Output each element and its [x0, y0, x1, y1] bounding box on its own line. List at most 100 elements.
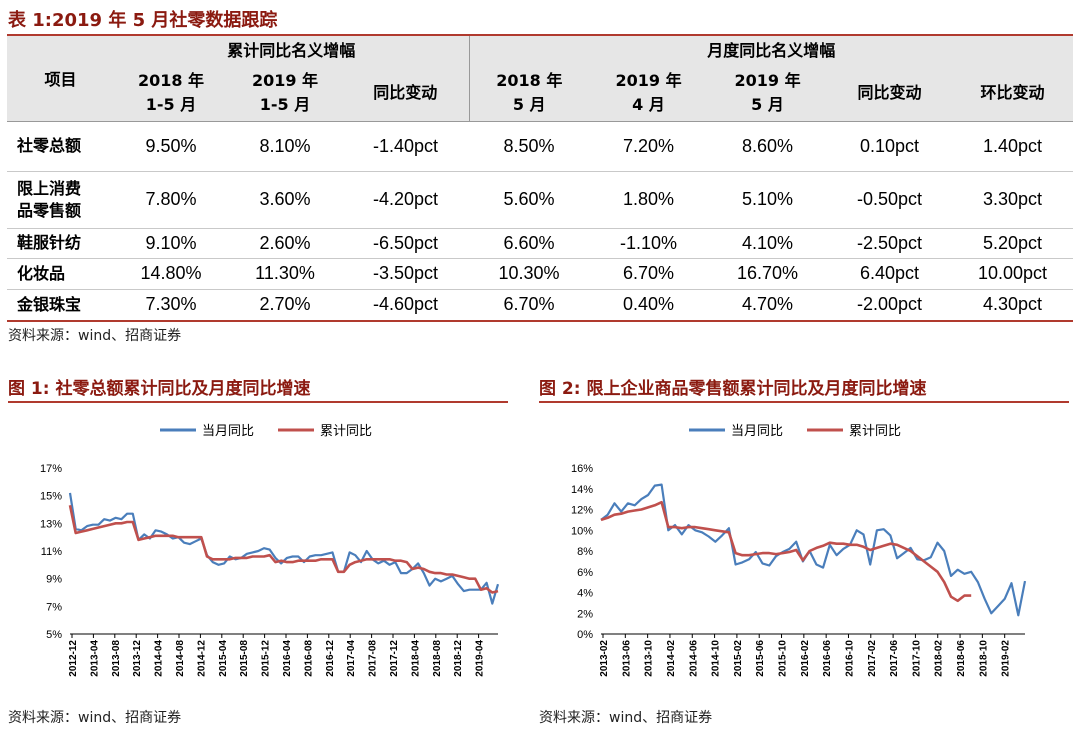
cell: 3.30pct	[952, 171, 1074, 229]
x-tick-label: 2013-12	[132, 640, 143, 677]
cell: 9.10%	[114, 228, 228, 259]
row-label: 金银珠宝	[7, 289, 114, 322]
cell: -0.50pct	[827, 171, 953, 229]
x-tick-label: 2014-06	[688, 640, 699, 677]
cell: 4.10%	[708, 228, 828, 259]
row-label: 社零总额	[7, 121, 114, 172]
table-row: 社零总额 9.50% 8.10% -1.40pct 8.50% 7.20% 8.…	[7, 121, 1074, 172]
cell: 1.80%	[589, 171, 709, 229]
table-row: 限上消费 品零售额 7.80% 3.60% -4.20pct 5.60% 1.80…	[7, 171, 1074, 229]
x-tick-label: 2018-02	[934, 640, 945, 677]
x-tick-label: 2015-08	[239, 640, 250, 677]
x-tick-label: 2016-10	[844, 640, 855, 677]
x-tick-label: 2017-10	[911, 640, 922, 677]
cell: -4.20pct	[342, 171, 470, 229]
x-tick-label: 2018-12	[453, 640, 464, 677]
group-header-monthly: 月度同比名义增幅	[468, 34, 1074, 61]
subheader: 同比变动	[827, 61, 953, 122]
x-tick-label: 2017-08	[368, 640, 379, 677]
table-source: 资料来源：wind、招商证券	[8, 328, 182, 344]
x-tick-label: 2013-10	[644, 640, 655, 677]
cell: -3.50pct	[342, 258, 470, 290]
y-tick-label: 10%	[571, 525, 593, 537]
x-tick-label: 2019-02	[1001, 640, 1012, 677]
subheader: 2018 年 1-5 月	[114, 61, 228, 122]
cell: 10.30%	[469, 258, 590, 290]
x-tick-label: 2015-06	[755, 640, 766, 677]
cell: -1.40pct	[342, 121, 470, 172]
x-tick-label: 2016-02	[800, 640, 811, 677]
cell: 16.70%	[708, 258, 828, 290]
cell: 0.40%	[589, 289, 709, 322]
cell: 10.00pct	[952, 258, 1074, 290]
x-tick-label: 2015-04	[218, 640, 229, 677]
cell: 5.10%	[708, 171, 828, 229]
group-header-cumulative: 累计同比名义增幅	[114, 34, 470, 61]
chart1-title-rule	[8, 401, 508, 403]
cell: 4.70%	[708, 289, 828, 322]
cell: 1.40pct	[952, 121, 1074, 172]
cell: 5.20pct	[952, 228, 1074, 259]
legend-label: 累计同比	[320, 423, 372, 438]
subheader: 2019 年 1-5 月	[228, 61, 342, 122]
cell: -6.50pct	[342, 228, 470, 259]
x-tick-label: 2018-10	[978, 640, 989, 677]
x-tick-label: 2015-10	[778, 640, 789, 677]
x-tick-label: 2013-02	[599, 640, 610, 677]
y-tick-label: 2%	[577, 608, 593, 620]
x-tick-label: 2013-08	[111, 640, 122, 677]
x-tick-label: 2014-08	[175, 640, 186, 677]
x-tick-label: 2012-12	[68, 640, 79, 677]
y-tick-label: 8%	[577, 546, 593, 558]
y-tick-label: 12%	[571, 505, 593, 517]
y-tick-label: 17%	[40, 463, 62, 475]
y-tick-label: 15%	[40, 491, 62, 503]
cell: 11.30%	[228, 258, 342, 290]
table-header-row: 项目 累计同比名义增幅 月度同比名义增幅	[7, 34, 1074, 122]
cell: 9.50%	[114, 121, 228, 172]
chart2-source: 资料来源：wind、招商证券	[539, 710, 713, 726]
y-tick-label: 5%	[46, 629, 62, 641]
cell: 8.60%	[708, 121, 828, 172]
x-tick-label: 2015-02	[733, 640, 744, 677]
x-tick-label: 2013-04	[89, 640, 100, 677]
x-tick-label: 2014-04	[154, 640, 165, 677]
cell: 7.30%	[114, 289, 228, 322]
x-tick-label: 2014-02	[666, 640, 677, 677]
legend-label: 当月同比	[731, 423, 783, 438]
cell: 8.50%	[469, 121, 590, 172]
cell: 2.60%	[228, 228, 342, 259]
series-monthly-line	[68, 492, 500, 605]
legend-label: 当月同比	[202, 423, 254, 438]
cell: 3.60%	[228, 171, 342, 229]
y-tick-label: 9%	[46, 574, 62, 586]
cell: 4.30pct	[952, 289, 1074, 322]
legend-label: 累计同比	[849, 423, 901, 438]
y-tick-label: 7%	[46, 601, 62, 613]
row-label: 化妆品	[7, 258, 114, 290]
series-cumulative-line	[600, 500, 972, 603]
table-title: 表 1:2019 年 5 月社零数据跟踪	[8, 10, 278, 31]
x-tick-label: 2016-06	[822, 640, 833, 677]
cell: 6.70%	[589, 258, 709, 290]
x-tick-label: 2018-08	[432, 640, 443, 677]
y-tick-label: 14%	[571, 484, 593, 496]
x-tick-label: 2018-06	[956, 640, 967, 677]
x-tick-label: 2016-04	[282, 640, 293, 677]
cell: 6.70%	[469, 289, 590, 322]
chart2-svg: 当月同比 累计同比 0% 2% 4% 6% 8% 10% 12% 14% 16% 2013-02 201…	[571, 423, 1027, 677]
cell: 6.60%	[469, 228, 590, 259]
x-tick-label: 2017-04	[346, 640, 357, 677]
series-cumulative-line	[68, 505, 499, 594]
table-row: 金银珠宝 7.30% 2.70% -4.60pct 6.70% 0.40% 4.…	[7, 289, 1074, 322]
y-tick-label: 0%	[577, 629, 593, 641]
cell: 0.10pct	[827, 121, 953, 172]
table-row: 化妆品 14.80% 11.30% -3.50pct 10.30% 6.70% …	[7, 258, 1074, 290]
cell: 5.60%	[469, 171, 590, 229]
cell: 6.40pct	[827, 258, 953, 290]
x-tick-label: 2019-04	[475, 640, 486, 677]
